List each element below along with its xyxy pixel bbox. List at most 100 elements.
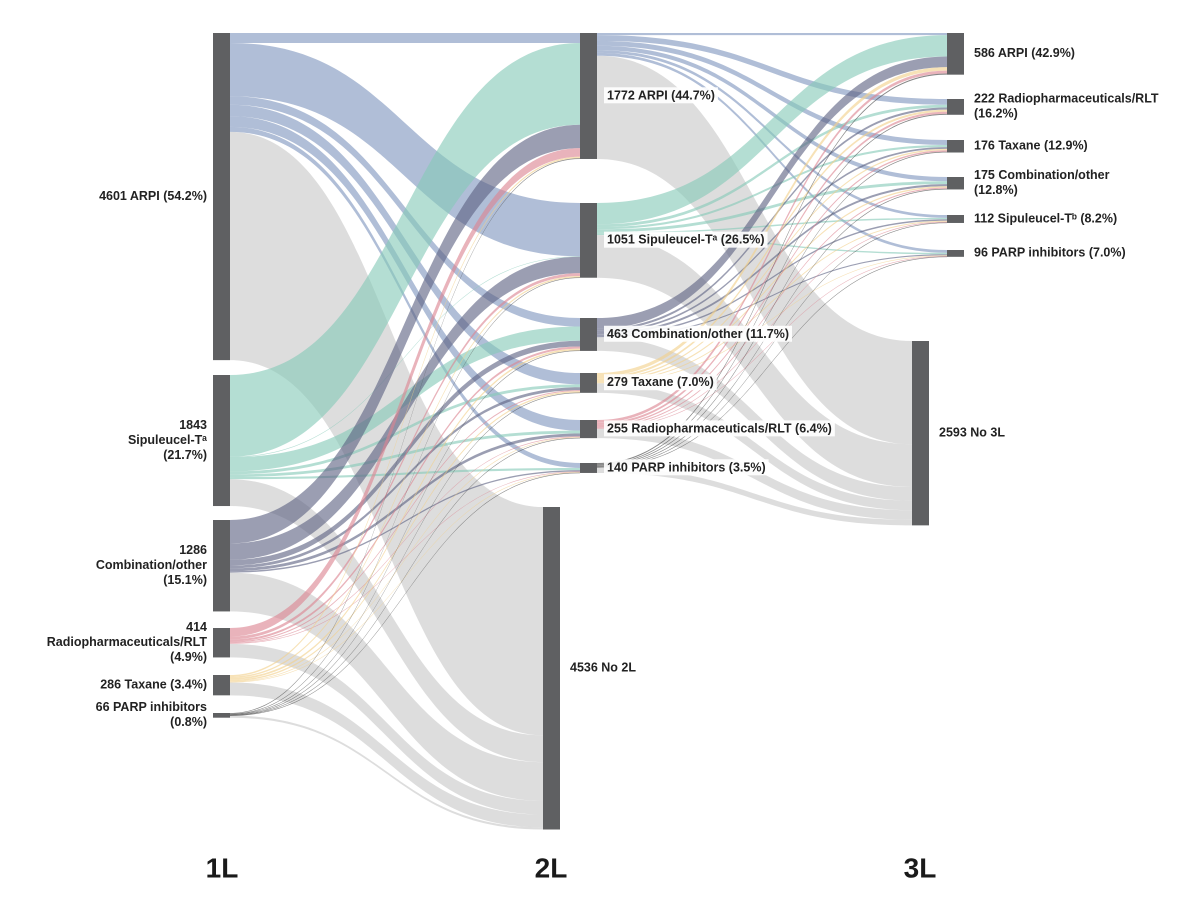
flow [230, 470, 580, 573]
flow [597, 467, 912, 526]
flow [597, 256, 947, 468]
label-line: 1772 ARPI (44.7%) [607, 88, 715, 102]
node [580, 463, 597, 473]
flow [230, 275, 580, 678]
node-label: 140 PARP inhibitors (3.5%) [604, 459, 769, 476]
label-line: 463 Combination/other (11.7%) [607, 327, 789, 341]
node [213, 713, 230, 718]
node-label: 286 Taxane (3.4%) [100, 677, 207, 691]
flow [230, 437, 580, 682]
flow [230, 471, 580, 644]
flow [230, 346, 580, 642]
node [947, 250, 964, 257]
flow [230, 715, 543, 830]
node [947, 33, 964, 75]
node [543, 507, 560, 830]
node [580, 33, 597, 159]
node [213, 520, 230, 612]
label-line: 414 [186, 620, 207, 634]
flow [230, 256, 580, 560]
node-label: 4536 No 2L [567, 659, 640, 676]
flow [230, 479, 543, 763]
label-line: Sipuleucel-Tᵃ [128, 433, 207, 447]
node [912, 341, 929, 526]
node [213, 375, 230, 507]
flow [597, 70, 947, 423]
label-line: 286 Taxane (3.4%) [100, 677, 207, 691]
flow [597, 104, 947, 228]
flow [597, 150, 947, 427]
label-line: 96 PARP inhibitors (7.0%) [974, 246, 1126, 260]
flow [597, 256, 947, 429]
label-background [604, 459, 769, 476]
flow [230, 124, 580, 544]
label-line: 140 PARP inhibitors (3.5%) [607, 460, 766, 474]
node-label: 4601 ARPI (54.2%) [99, 189, 207, 203]
flow [597, 148, 947, 381]
nodes [213, 33, 964, 830]
flow [230, 472, 580, 716]
flow [230, 472, 580, 683]
flow [597, 33, 947, 36]
flow [597, 56, 947, 329]
node-label: 463 Combination/other (11.7%) [604, 325, 792, 342]
flow [230, 392, 580, 716]
node-label: 279 Taxane (7.0%) [604, 374, 717, 391]
node-label: 96 PARP inhibitors (7.0%) [974, 246, 1126, 260]
flow [230, 273, 580, 640]
node [947, 215, 964, 223]
flow [230, 391, 580, 682]
label-line: 255 Radiopharmaceuticals/RLT (6.4%) [607, 421, 832, 435]
flow [230, 350, 580, 715]
flow [597, 217, 947, 234]
flow [597, 144, 947, 230]
node [213, 628, 230, 658]
label-line: 66 PARP inhibitors [96, 700, 207, 714]
flow [597, 219, 947, 337]
node-label: 586 ARPI (42.9%) [974, 46, 1075, 60]
node [213, 33, 230, 361]
label-line: (12.8%) [974, 183, 1018, 197]
flow [597, 254, 947, 338]
flow [230, 384, 580, 475]
flow [597, 45, 947, 182]
flow [230, 433, 580, 572]
label-line: 112 Sipuleucel-Tᵇ (8.2%) [974, 211, 1117, 225]
node-label: 112 Sipuleucel-Tᵇ (8.2%) [974, 211, 1117, 225]
label-background [604, 325, 792, 342]
label-line: 4601 ARPI (54.2%) [99, 189, 207, 203]
node-label: 222 Radiopharmaceuticals/RLT(16.2%) [974, 92, 1159, 121]
flow [230, 277, 580, 715]
labels: 4601 ARPI (54.2%) 1843Sipuleucel-Tᵃ(21.7%… [47, 46, 1159, 729]
flow [597, 222, 947, 468]
node [947, 99, 964, 115]
flow [597, 73, 947, 465]
flow [230, 158, 580, 714]
flow [597, 383, 912, 511]
label-line: 222 Radiopharmaceuticals/RLT [974, 92, 1159, 106]
label-line: (15.1%) [163, 573, 207, 587]
flow [597, 221, 947, 429]
label-line: Combination/other [96, 558, 207, 572]
flow [230, 643, 543, 815]
label-line: 1286 [179, 543, 207, 557]
node [213, 675, 230, 696]
label-line: 1843 [179, 418, 207, 432]
label-line: (21.7%) [163, 448, 207, 462]
flow [230, 437, 580, 716]
label-line: 176 Taxane (12.9%) [974, 139, 1088, 153]
flow [230, 156, 580, 677]
flow [230, 148, 580, 637]
flow [597, 337, 912, 501]
flow [597, 55, 912, 445]
label-line: 586 ARPI (42.9%) [974, 46, 1075, 60]
label-line: (4.9%) [170, 650, 207, 664]
node-label: 1772 ARPI (44.7%) [604, 87, 718, 104]
flow [230, 326, 580, 472]
flow [597, 35, 947, 225]
flow [597, 187, 947, 428]
flow [597, 151, 947, 466]
